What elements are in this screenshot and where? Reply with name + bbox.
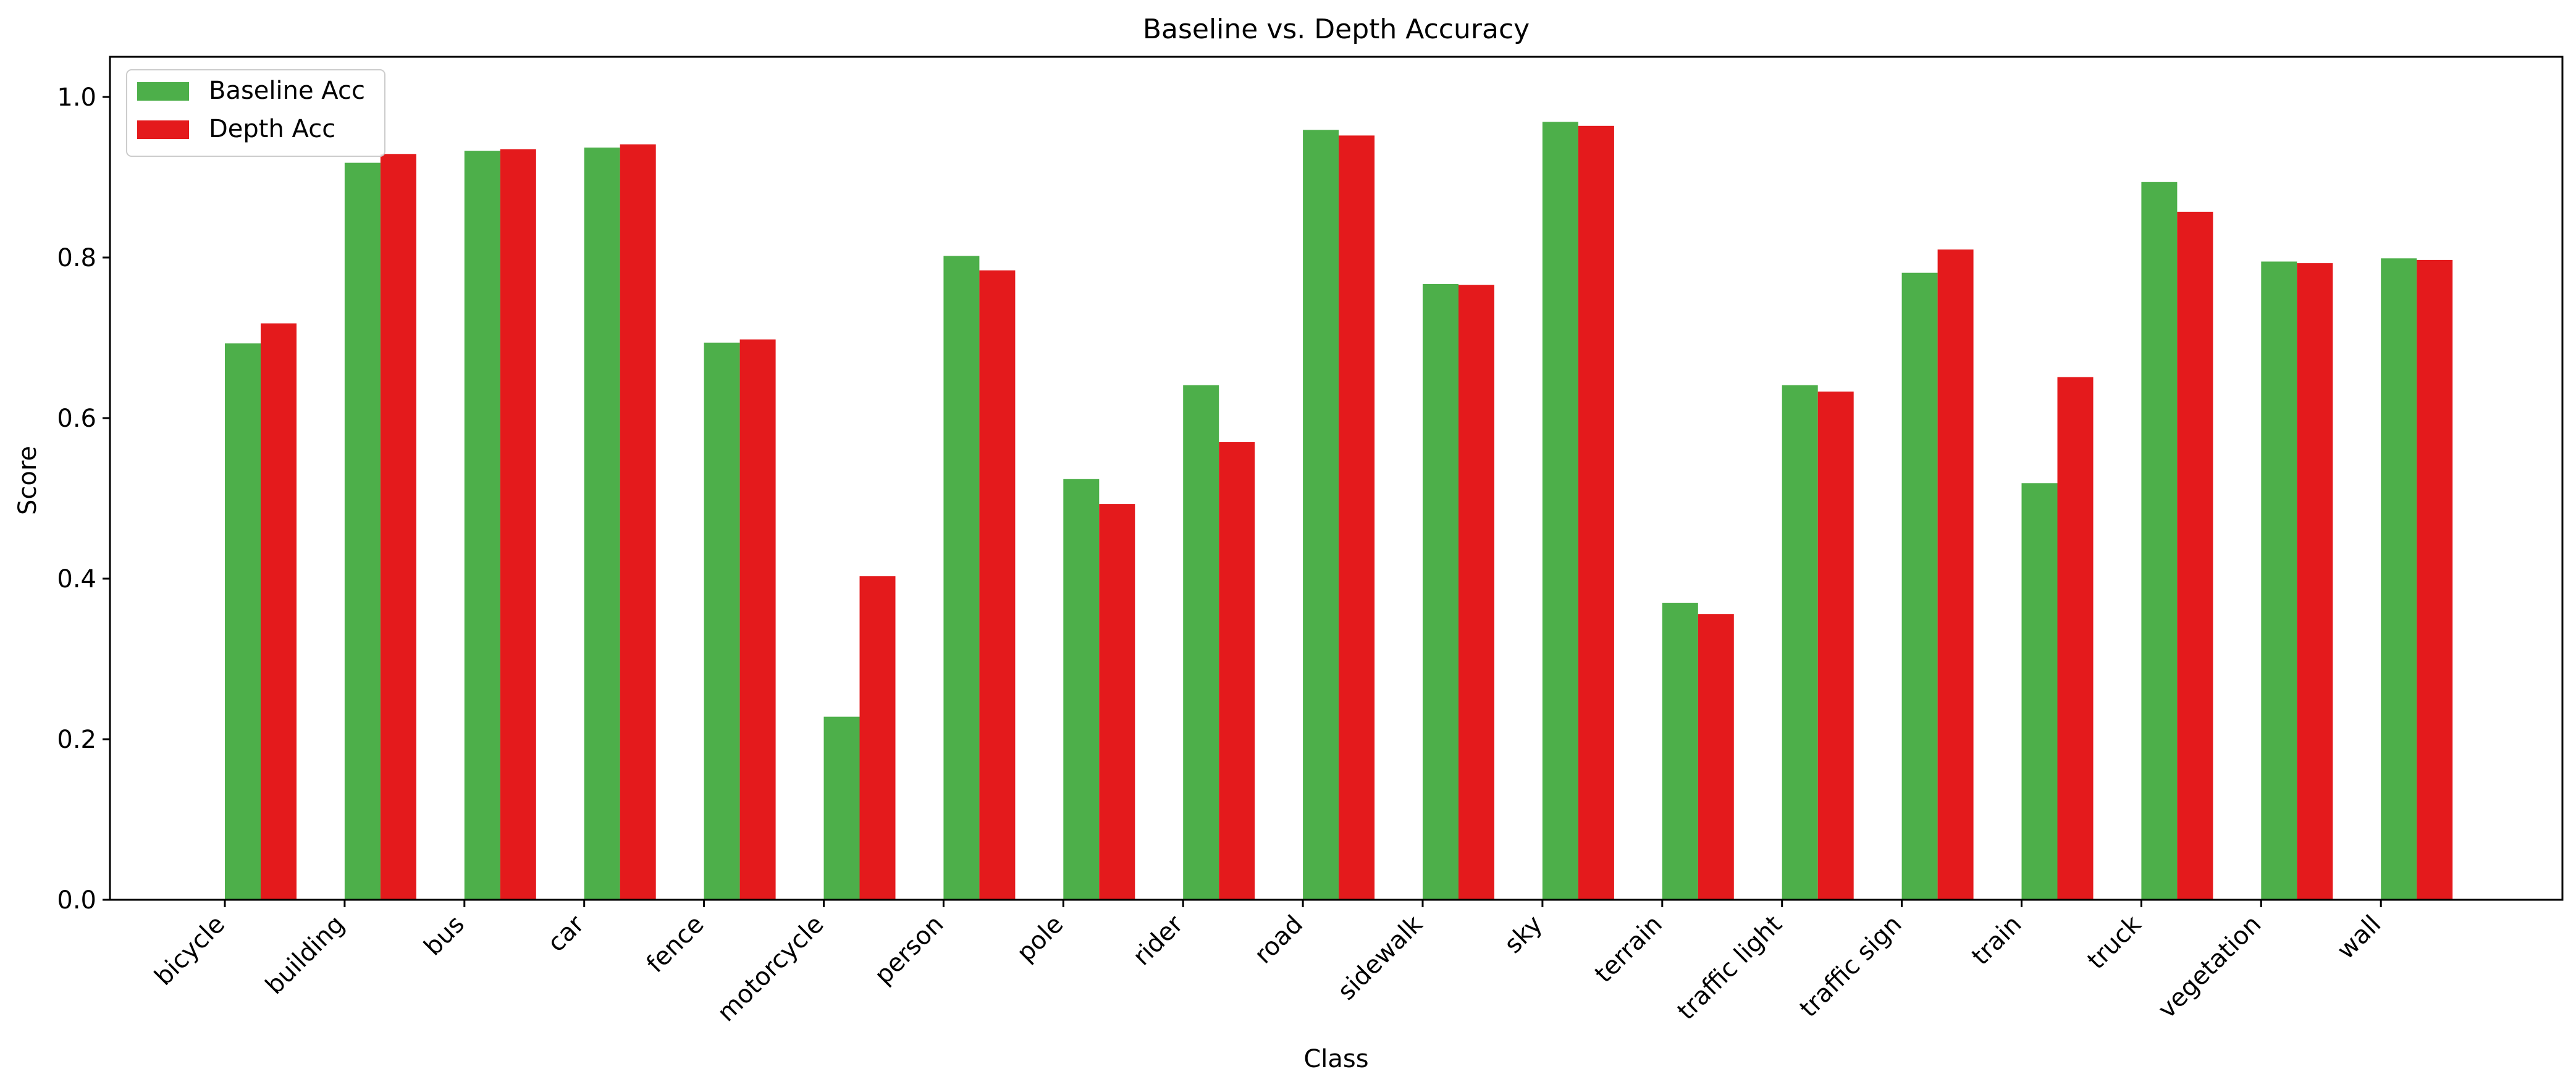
bar-depth <box>1937 249 1974 900</box>
bar-depth <box>2057 377 2094 900</box>
bar-depth <box>380 154 416 900</box>
bar-baseline <box>1542 122 1578 900</box>
bar-baseline <box>2021 483 2058 900</box>
chart-title: Baseline vs. Depth Accuracy <box>1143 14 1530 45</box>
bar-depth <box>2417 259 2453 900</box>
bar-depth <box>1578 125 1614 900</box>
bar-depth <box>2177 211 2213 900</box>
bar-baseline <box>2141 182 2178 900</box>
bar-baseline <box>584 147 620 900</box>
bar-baseline <box>225 343 261 900</box>
bar-baseline <box>1303 130 1339 900</box>
bar-baseline <box>1063 479 1100 900</box>
legend-swatch <box>137 82 189 101</box>
bar-baseline <box>1183 385 1219 900</box>
bar-baseline <box>1423 283 1458 900</box>
bar-depth <box>979 270 1016 900</box>
bar-depth <box>1458 285 1494 900</box>
bar-baseline <box>704 342 740 900</box>
bar-baseline <box>1662 603 1698 900</box>
x-axis-label: Class <box>1303 1045 1368 1073</box>
y-tick-label: 0.8 <box>57 244 96 272</box>
bar-baseline <box>1782 385 1818 900</box>
bar-depth <box>620 144 656 900</box>
bar-depth <box>1339 135 1375 900</box>
bar-baseline <box>464 151 500 900</box>
bar-baseline <box>2381 258 2417 900</box>
bar-baseline <box>344 162 381 900</box>
plot-frame <box>109 56 2564 901</box>
y-tick-label: 0.6 <box>57 405 96 433</box>
y-axis: 0.0 0.2 0.4 0.6 0.8 1.0 <box>57 83 110 915</box>
y-tick-label: 1.0 <box>57 83 96 112</box>
bar-depth <box>1099 504 1135 900</box>
y-tick-label: 0.0 <box>57 886 96 915</box>
legend-label: Depth Acc <box>209 115 335 143</box>
legend-box <box>126 69 385 157</box>
y-tick-label: 0.4 <box>57 565 96 593</box>
y-tick-label: 0.2 <box>57 726 96 754</box>
bar-depth <box>1817 392 1854 900</box>
legend-label: Baseline Acc <box>209 77 365 105</box>
bar-baseline <box>1901 272 1938 900</box>
bar-baseline <box>823 716 860 900</box>
legend-swatch <box>137 120 189 139</box>
bar-depth <box>739 339 776 900</box>
bar-baseline <box>2261 261 2297 900</box>
bar-depth <box>1219 442 1255 900</box>
legend: Baseline Acc Depth Acc <box>126 69 385 157</box>
bar-depth <box>859 576 896 900</box>
bar-depth <box>261 323 297 900</box>
bar-depth <box>500 149 536 900</box>
bars-layer <box>225 122 2453 900</box>
bar-baseline <box>943 256 980 900</box>
bar-depth <box>2297 263 2333 900</box>
bar-depth <box>1698 614 1734 900</box>
y-axis-label: Score <box>14 446 42 515</box>
